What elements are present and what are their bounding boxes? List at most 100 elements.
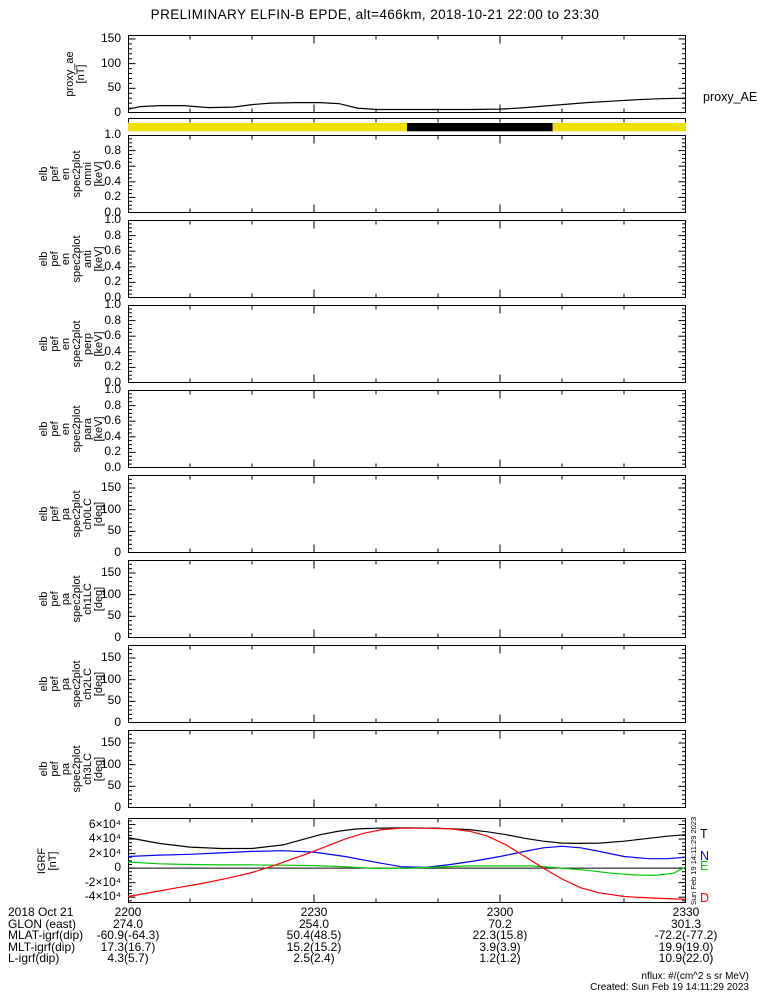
y-axis-label-line: [keV] — [93, 331, 105, 357]
y-axis-label-pa_ch0lc: elb pef pa spec2plot ch0LC [deg] — [38, 490, 105, 537]
series-label-T: T — [700, 826, 708, 841]
panel-svg-pa_ch2lc — [128, 645, 686, 723]
y-tick-label: 100 — [100, 756, 121, 771]
axis-row-value: 254.0 — [298, 916, 330, 931]
y-tick-label: 0 — [114, 545, 121, 559]
series-label-N: N — [700, 849, 710, 864]
panel-igrf — [128, 818, 686, 903]
y-tick-label: 0 — [114, 800, 121, 814]
axis-row-value: 15.2(15.2) — [286, 939, 342, 954]
axis-row-value: 22.3(15.8) — [472, 928, 528, 942]
panel-proxy_ae — [128, 35, 686, 113]
y-axis-label-line: [deg] — [93, 756, 105, 782]
y-tick-label: 0 — [114, 715, 121, 729]
y-tick-label: 4×10⁴ — [88, 831, 121, 846]
panel-svg-pa_ch0lc — [128, 475, 686, 553]
axis-row-value: 2330 — [672, 905, 700, 919]
axis-row-value: 10.9(22.0) — [658, 951, 714, 965]
y-axis-label-en_anti: elb pef en spec2plot anti [keV] — [38, 235, 105, 282]
series-line-E — [128, 861, 686, 877]
y-tick-label: 0.8 — [104, 142, 121, 157]
y-tick-label: 150 — [100, 650, 121, 664]
axis-row-value: -60.9(-64.3) — [96, 928, 160, 942]
y-tick-label: -4×10⁴ — [84, 889, 121, 904]
axis-row-value: 50.4(48.5) — [286, 928, 342, 942]
y-axis-label-en_perp: elb pef en spec2plot perp [keV] — [38, 320, 105, 367]
y-tick-label: 0.0 — [104, 205, 121, 219]
y-axis-label-proxy_ae: proxy_ae [nT] — [64, 51, 87, 96]
y-tick-label: 150 — [100, 565, 121, 579]
panel-svg-pa_ch3lc — [128, 730, 686, 808]
y-tick-label: 0.4 — [104, 428, 121, 443]
series-line-proxy_AE — [128, 97, 686, 111]
y-tick-label: 150 — [100, 30, 121, 45]
axis-row-value: 301.3 — [670, 916, 702, 931]
axis-row-label: GLON (east) — [8, 916, 77, 931]
panel-svg-status_bar — [128, 118, 686, 132]
y-tick-label: 0 — [114, 860, 121, 875]
y-tick-label: 1.0 — [104, 212, 121, 226]
axis-row-value: 17.3(16.7) — [100, 939, 156, 954]
y-axis-label-line: [nT] — [75, 64, 87, 84]
y-tick-label: 0.4 — [104, 173, 121, 188]
panel-pa_ch3lc — [128, 730, 686, 808]
axis-row-label: MLT-igrf(dip) — [8, 939, 76, 954]
y-axis-label-line: [keV] — [93, 161, 105, 187]
right-label-proxy_AE: proxy_AE — [703, 90, 758, 105]
y-tick-label: 0.8 — [104, 397, 121, 412]
y-axis-label-line: [nT] — [47, 851, 59, 870]
y-tick-label: 2×10⁴ — [88, 845, 121, 860]
footer-created-note: Created: Sun Feb 19 14:11:29 2023 — [590, 982, 749, 993]
series-label-E: E — [700, 858, 709, 873]
axis-row-value: 3.9(3.9) — [479, 939, 521, 954]
y-tick-label: 0.4 — [104, 343, 121, 358]
axis-row-value: 2230 — [300, 905, 328, 919]
panel-en_omni — [128, 135, 686, 213]
y-tick-label: 0 — [114, 105, 121, 119]
panel-svg-en_omni — [128, 135, 686, 213]
y-tick-label: 1.0 — [104, 382, 121, 396]
y-tick-label: 1.0 — [104, 127, 121, 141]
panel-pa_ch2lc — [128, 645, 686, 723]
axis-row-value: 70.2 — [488, 916, 512, 931]
y-axis-label-pa_ch3lc: elb pef pa spec2plot ch3LC [deg] — [38, 745, 105, 792]
axis-row-label: MLAT-igrf(dip) — [8, 928, 84, 942]
y-tick-label: 100 — [100, 501, 121, 516]
axis-row-value: -72.2(-77.2) — [654, 928, 718, 942]
axis-row-value: 19.9(19.0) — [658, 939, 714, 954]
y-tick-label: 0.6 — [104, 243, 121, 258]
y-tick-label: 0.0 — [104, 290, 121, 304]
panel-pa_ch0lc — [128, 475, 686, 553]
footer: nflux: #/(cm^2 s sr MeV) Created: Sun Fe… — [590, 971, 749, 993]
panel-en_anti — [128, 220, 686, 298]
panel-svg-igrf — [128, 818, 686, 903]
y-tick-label: 100 — [100, 671, 121, 686]
panel-pa_ch1lc — [128, 560, 686, 638]
y-tick-label: 0.4 — [104, 258, 121, 273]
y-tick-label: 0.0 — [104, 375, 121, 389]
panel-svg-pa_ch1lc — [128, 560, 686, 638]
panel-status_bar — [128, 118, 686, 132]
axis-row-value: 274.0 — [112, 916, 144, 931]
panel-en_para — [128, 390, 686, 468]
y-tick-label: 150 — [100, 735, 121, 749]
axis-row-label: L-igrf(dip) — [8, 951, 60, 965]
y-axis-label-line: [deg] — [93, 501, 105, 527]
y-axis-label-en_omni: elb pef en spec2plot omni [keV] — [38, 150, 105, 197]
y-tick-label: 0.6 — [104, 413, 121, 428]
y-tick-label: 0.2 — [104, 274, 121, 289]
y-tick-label: 0.2 — [104, 444, 121, 459]
y-tick-label: 1.0 — [104, 297, 121, 311]
y-tick-label: 0 — [114, 630, 121, 644]
y-tick-label: 50 — [107, 693, 121, 708]
y-tick-label: 0.2 — [104, 189, 121, 204]
y-tick-label: 50 — [107, 778, 121, 793]
y-tick-label: 50 — [107, 523, 121, 538]
y-axis-label-en_para: elb pef en spec2plot para [keV] — [38, 405, 105, 452]
series-line-T — [128, 827, 686, 850]
y-tick-label: 100 — [100, 55, 121, 70]
y-axis-label-igrf: IGRF [nT] — [36, 847, 59, 873]
y-tick-label: 50 — [107, 608, 121, 623]
footer-units-note: nflux: #/(cm^2 s sr MeV) — [641, 971, 750, 982]
